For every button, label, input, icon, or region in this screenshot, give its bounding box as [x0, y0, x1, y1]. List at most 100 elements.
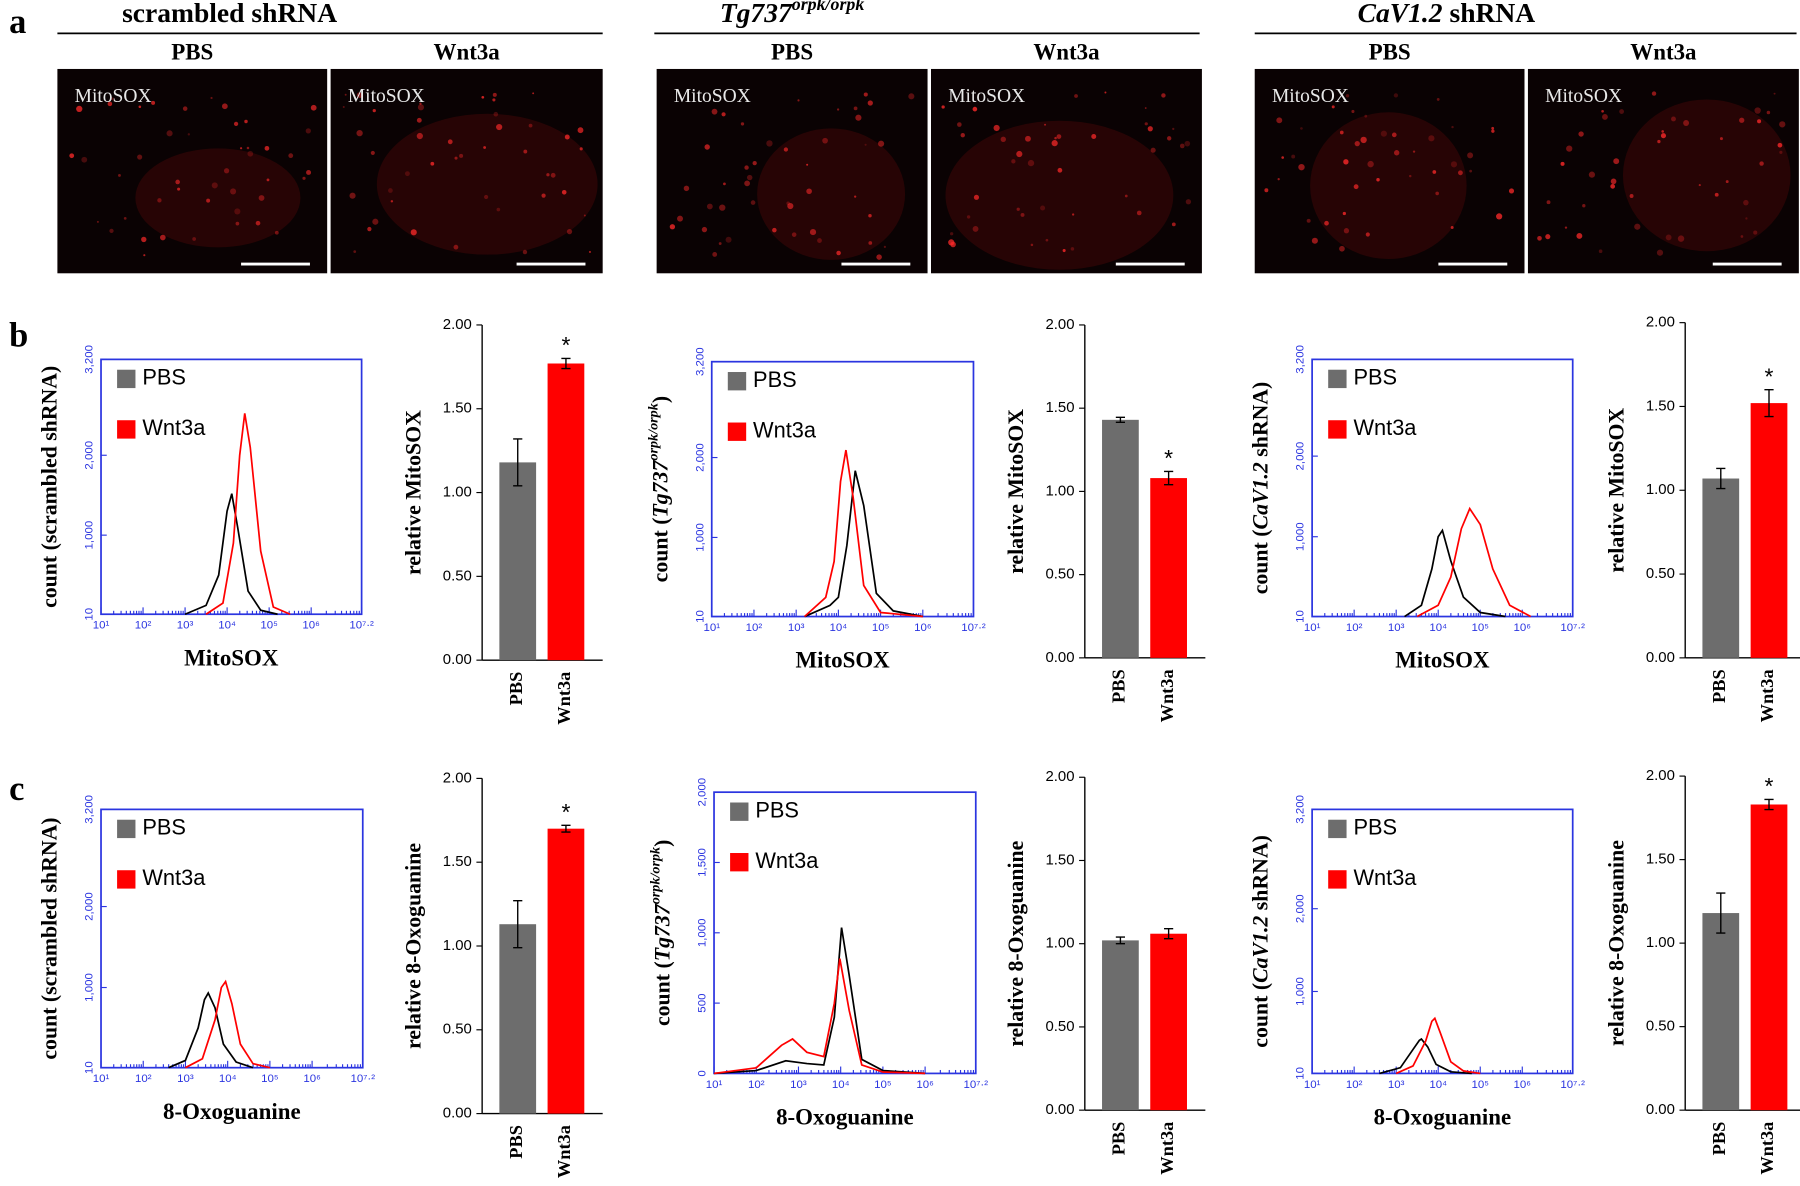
speckle [496, 123, 503, 131]
speckle [1601, 109, 1604, 113]
y-tick-label: 500 [697, 994, 709, 1013]
x-tick-label: 10² [748, 1079, 765, 1091]
legend-label: PBS [1353, 365, 1397, 390]
bar [499, 924, 537, 1114]
y-tick-label: 0.50 [1646, 1018, 1675, 1035]
panel-label: c [9, 770, 24, 808]
x-tick-label: 10⁵ [261, 1073, 279, 1085]
speckle [302, 176, 306, 180]
speckle [96, 220, 99, 223]
speckle [1450, 161, 1458, 168]
speckle [166, 130, 173, 137]
cell-glow [757, 128, 906, 260]
speckle [492, 98, 496, 102]
speckle [1360, 136, 1367, 144]
speckle [1409, 174, 1412, 178]
x-tick-label: 10⁶ [916, 1079, 934, 1091]
speckle [1560, 161, 1565, 166]
y-tick-label: 2,000 [84, 441, 96, 470]
speckle [561, 189, 567, 195]
text-part: count ( [651, 961, 675, 1026]
speckle [750, 200, 756, 205]
error-bar [1716, 892, 1726, 934]
speckle [1277, 178, 1280, 181]
y-tick-label: 3,200 [1295, 795, 1307, 824]
speckle [1040, 205, 1046, 211]
y-tick-label: 0.00 [1646, 649, 1675, 666]
category-label: Wnt3a [1157, 1122, 1177, 1175]
speckle [1719, 137, 1723, 141]
speckle [1634, 223, 1641, 230]
speckle [1582, 204, 1586, 208]
error-bar [1115, 936, 1125, 945]
speckle [1661, 130, 1664, 133]
y-tick-label: 0.50 [1045, 1018, 1074, 1035]
y-tick-label: 10 [1295, 610, 1307, 623]
legend-label: Wnt3a [753, 417, 817, 442]
x-tick-label: 10⁷·² [961, 622, 986, 634]
image-label: MitoSOX [674, 86, 751, 107]
legend-label: Wnt3a [1353, 415, 1417, 440]
speckle [1011, 159, 1016, 164]
bar [1702, 913, 1740, 1111]
x-tick-label: 10¹ [93, 1073, 110, 1085]
speckle [1016, 207, 1020, 211]
speckle [588, 250, 592, 254]
y-tick-label: 1,000 [1295, 522, 1307, 551]
speckle [787, 202, 794, 210]
legend-label: PBS [142, 815, 186, 840]
speckle [1380, 130, 1387, 137]
speckle [1777, 142, 1783, 148]
error-bar [561, 824, 571, 833]
speckle [766, 140, 773, 147]
significance-mark: * [1765, 363, 1774, 389]
speckle [390, 200, 394, 203]
speckle [141, 236, 147, 243]
y-tick-label: 2.00 [1045, 768, 1074, 785]
x-tick-label: 10² [1346, 1079, 1363, 1091]
speckle [306, 169, 312, 175]
speckle [266, 178, 270, 182]
speckle [247, 150, 254, 157]
speckle [187, 133, 190, 136]
y-tick-label: 1.00 [1045, 935, 1074, 952]
speckle [1665, 234, 1672, 241]
y-tick-label: 3,200 [84, 345, 96, 374]
error-bar [1764, 389, 1774, 418]
significance-mark: * [561, 332, 570, 358]
x-tick-label: 10⁴ [1429, 1079, 1447, 1091]
text-part: shRNA [1443, 0, 1536, 28]
speckle [143, 254, 146, 257]
bar [1150, 478, 1187, 658]
speckle [1602, 114, 1608, 120]
category-label: PBS [1109, 669, 1129, 703]
speckle [1144, 122, 1148, 126]
speckle [1753, 230, 1758, 235]
speckle [211, 182, 218, 189]
x-tick-label: 10¹ [1304, 1079, 1321, 1091]
speckle [577, 127, 584, 134]
speckle [1745, 217, 1748, 220]
speckle [836, 108, 840, 111]
speckle [372, 218, 379, 225]
speckle [941, 105, 945, 109]
speckle [1044, 123, 1047, 126]
cell-glow [945, 120, 1174, 270]
y-tick-label: 2,000 [694, 443, 706, 472]
speckle [1074, 94, 1078, 98]
legend-swatch [117, 420, 136, 439]
speckle [1432, 170, 1437, 174]
speckle [210, 96, 213, 100]
speckle [1564, 226, 1568, 229]
image-label: MitoSOX [348, 86, 425, 107]
plot-frame [1311, 358, 1574, 618]
speckle [712, 252, 718, 257]
speckle [701, 226, 708, 233]
x-axis-label: MitoSOX [1395, 648, 1490, 673]
x-tick-label: 10⁶ [302, 620, 320, 632]
category-label: Wnt3a [1157, 669, 1177, 722]
x-tick-label: 10³ [1388, 622, 1405, 634]
speckle [868, 213, 872, 218]
speckle [1311, 237, 1318, 244]
speckle [349, 192, 356, 199]
